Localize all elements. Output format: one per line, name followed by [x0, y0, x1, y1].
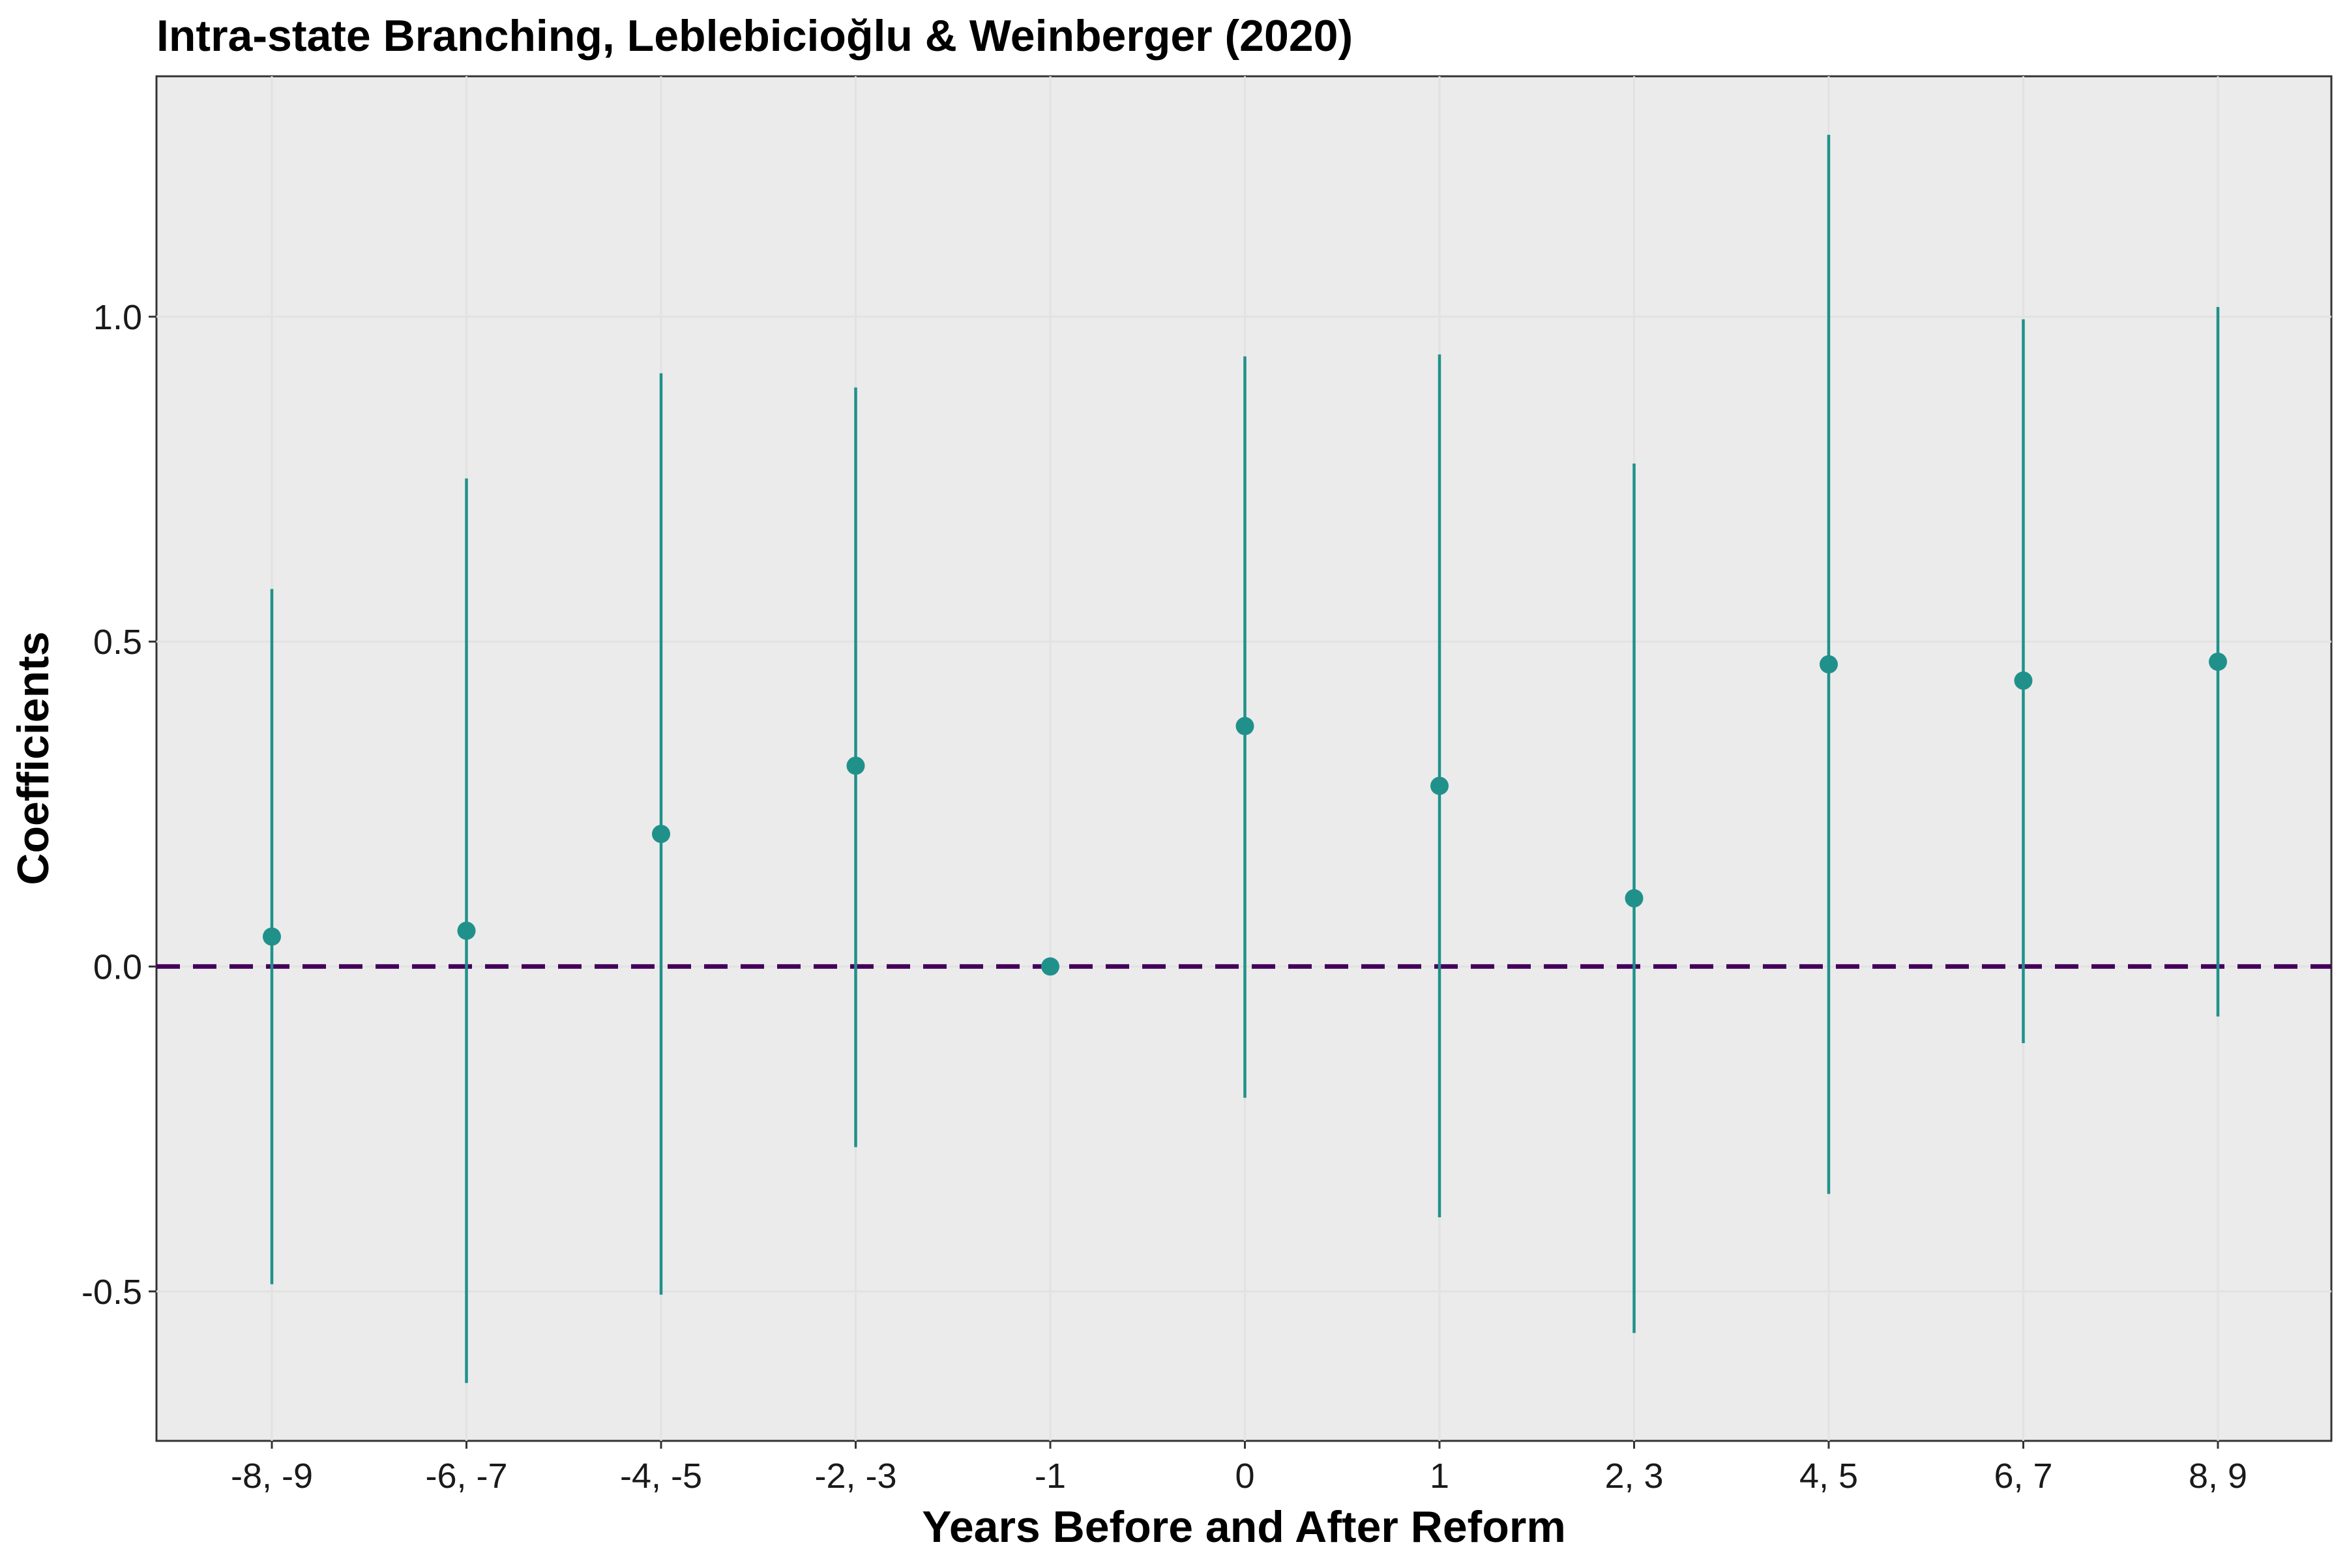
coefficient-point — [1820, 655, 1838, 673]
coefficient-point — [846, 756, 865, 775]
coefficient-point — [2014, 671, 2033, 690]
point-estimates — [263, 652, 2227, 976]
x-tick-label: 6, 7 — [1994, 1457, 2052, 1496]
y-tick-label: 1.0 — [93, 298, 142, 337]
x-tick-label: -2, -3 — [814, 1457, 896, 1496]
x-tick-label: -6, -7 — [425, 1457, 507, 1496]
x-tick-label: 0 — [1235, 1457, 1254, 1496]
x-tick-label: 4, 5 — [1799, 1457, 1858, 1496]
y-axis-title: Coefficients — [8, 631, 58, 885]
coefficient-point — [1430, 777, 1449, 795]
coefficient-point — [2209, 652, 2227, 671]
coefficient-point — [263, 927, 281, 946]
y-axis-ticks: -0.5 0.0 0.5 1.0 — [81, 298, 156, 1312]
chart-title: Intra-state Branching, Leblebicioğlu & W… — [156, 11, 1353, 61]
x-tick-label: -8, -9 — [231, 1457, 313, 1496]
x-tick-label: 8, 9 — [2189, 1457, 2247, 1496]
coefficient-point — [457, 921, 476, 940]
coefficient-point — [1041, 957, 1059, 976]
y-tick-label: 0.0 — [93, 947, 142, 986]
x-axis-title: Years Before and After Reform — [922, 1502, 1566, 1552]
coefficient-point — [652, 825, 670, 844]
x-tick-label: 1 — [1430, 1457, 1449, 1496]
x-tick-label: -4, -5 — [620, 1457, 702, 1496]
coefficient-point — [1625, 889, 1644, 908]
x-axis-ticks: -8, -9 -6, -7 -4, -5 -2, -3 -1 0 1 2, 3 4, 5 6, 7… — [231, 1441, 2247, 1496]
y-tick-label: -0.5 — [81, 1273, 142, 1312]
y-tick-label: 0.5 — [93, 623, 142, 662]
coefficient-point — [1235, 717, 1254, 735]
x-tick-label: 2, 3 — [1604, 1457, 1663, 1496]
x-tick-label: -1 — [1035, 1457, 1066, 1496]
